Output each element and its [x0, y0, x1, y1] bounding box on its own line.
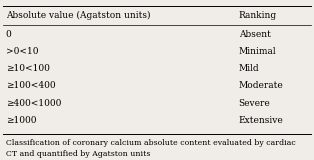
Text: 0: 0	[6, 30, 11, 39]
Text: ≥1000: ≥1000	[6, 116, 36, 125]
Text: Ranking: Ranking	[239, 11, 277, 20]
Text: Mild: Mild	[239, 64, 259, 73]
Text: Minimal: Minimal	[239, 47, 276, 56]
Text: Moderate: Moderate	[239, 81, 284, 90]
Text: >0<10: >0<10	[6, 47, 38, 56]
Text: Absolute value (Agatston units): Absolute value (Agatston units)	[6, 11, 150, 20]
Text: Severe: Severe	[239, 99, 270, 108]
Text: Absent: Absent	[239, 30, 271, 39]
Text: Classification of coronary calcium absolute content evaluated by cardiac
CT and : Classification of coronary calcium absol…	[6, 139, 295, 158]
Text: ≥10<100: ≥10<100	[6, 64, 50, 73]
Text: Extensive: Extensive	[239, 116, 284, 125]
Text: ≥400<1000: ≥400<1000	[6, 99, 61, 108]
Text: ≥100<400: ≥100<400	[6, 81, 55, 90]
